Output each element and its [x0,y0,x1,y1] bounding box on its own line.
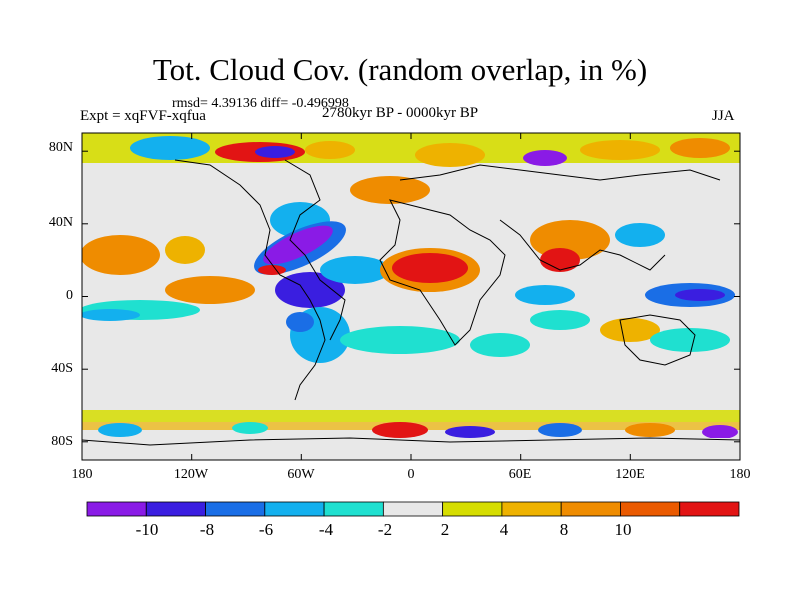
colorbar-swatch [620,501,681,517]
colorbar-swatch [323,501,384,517]
colorbar-label: 8 [559,520,569,539]
anomaly-patch [675,289,725,301]
antarctica-area [82,438,740,460]
colorbar-swatch [145,501,206,517]
lon-label-60w: 60W [287,467,315,482]
colorbar-label: -8 [199,520,215,539]
anomaly-patch [263,225,333,265]
anomaly-patch [702,425,738,439]
lat-label-80n: 80N [48,140,73,155]
rmsd-stats: rmsd= 4.39136 diff= -0.496998 [172,96,349,111]
anomaly-patch [130,136,210,160]
lon-label-60e: 60E [508,467,532,482]
period-label: 2780kyr BP - 0000kyr BP [322,105,479,121]
anomaly-patch [305,141,355,159]
asia-south-coast [499,219,666,271]
colorbar-swatch [679,501,740,517]
colorbar-swatch [442,501,503,517]
anomaly-patch [600,318,660,342]
colorbar-label: 4 [499,520,509,539]
anomaly-patch [580,140,660,160]
anomaly-patch [515,285,575,305]
anomaly-patch [82,309,140,321]
anomaly-patch [320,256,390,284]
eurasia-north-coast [399,164,721,181]
anomaly-patch [340,326,460,354]
lon-label-180e: 180 [729,467,751,482]
anomaly-patch [445,426,495,438]
colorbar-label: 2 [440,520,450,539]
colorbar-swatch [501,501,562,517]
colorbar-swatch [205,501,266,517]
anomaly-patch [286,312,314,332]
anomaly-patch [165,276,255,304]
antarctica-coast [82,437,740,446]
anomaly-patch [165,236,205,264]
anomaly-patch [258,265,286,275]
colorbar-swatch [560,501,621,517]
lat-label-40n: 40N [48,215,73,230]
africa-coast [379,199,506,346]
anomaly-patch [232,422,268,434]
lat-label-40s: 40S [51,361,73,376]
anomaly-patch [350,176,430,204]
map-field [82,133,740,460]
anomaly-patch [82,410,740,422]
lat-ticks [82,150,740,443]
lon-ticks [81,133,741,460]
anomaly-patch [415,143,485,167]
anomaly-patch [650,328,730,352]
anomaly-patch [523,150,567,166]
americas-east-coast [284,159,346,341]
americas-west-coast [174,159,326,401]
map-title: Tot. Cloud Cov. (random overlap, in %) [152,52,648,87]
anomaly-patch [255,146,295,158]
anomaly-patch [615,223,665,247]
coastlines [82,159,740,446]
anomaly-patch [82,235,160,275]
lon-label-120e: 120E [615,467,645,482]
colorbar-label: 10 [614,520,632,539]
anomaly-patch [540,248,580,272]
lat-label-80s: 80S [51,434,73,449]
anomaly-patch [98,423,142,437]
anomaly-patch [392,253,468,283]
anomaly-patch [538,423,582,437]
colorbar-swatch [382,501,444,517]
anomaly-patch [372,422,428,438]
lon-label-0: 0 [407,467,415,482]
experiment-label: Expt = xqFVF-xqfua [80,108,206,124]
lon-label-180w: 180 [71,467,93,482]
anomaly-patch [670,138,730,158]
lon-label-120w: 120W [173,467,209,482]
lat-label-0: 0 [66,288,73,303]
colorbar-swatch [86,501,147,517]
anomaly-patch [530,310,590,330]
season-label: JJA [712,108,735,124]
australia-coast [619,314,696,366]
colorbar-label: -6 [258,520,274,539]
colorbar-label: -4 [318,520,334,539]
anomaly-patch [625,423,675,437]
colorbar-label: -10 [135,520,159,539]
colorbar-label: -2 [377,520,393,539]
colorbar [86,501,740,517]
colorbar-swatch [264,501,325,517]
anomaly-patch [470,333,530,357]
